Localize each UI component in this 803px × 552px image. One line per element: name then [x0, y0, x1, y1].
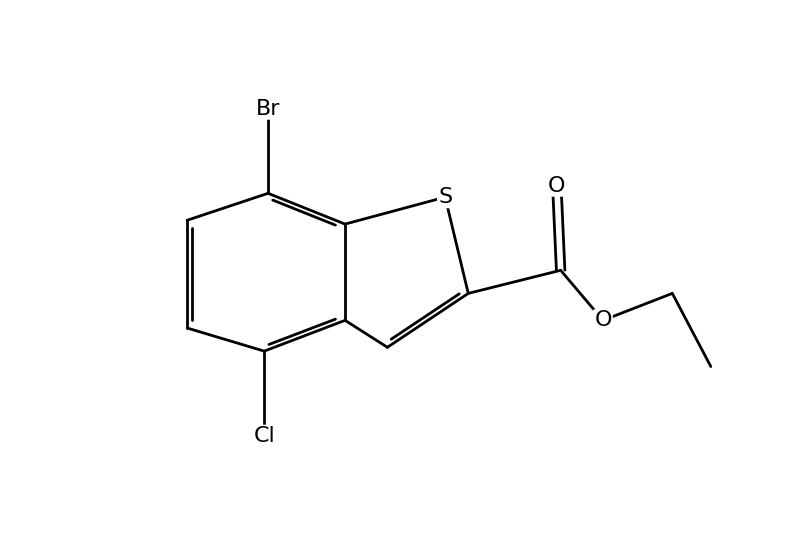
Text: S: S — [438, 187, 451, 207]
Text: Br: Br — [255, 99, 280, 119]
Text: Cl: Cl — [253, 426, 275, 446]
Text: O: O — [548, 176, 565, 195]
Text: O: O — [593, 310, 611, 330]
